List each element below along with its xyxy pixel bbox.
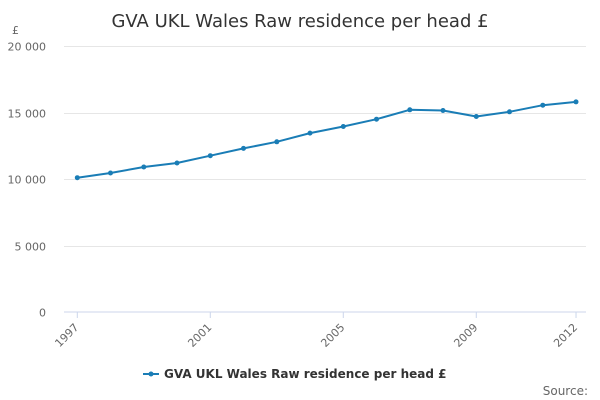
x-tick-label: 2012 [551, 321, 580, 350]
grid-lines [64, 46, 586, 247]
data-point[interactable] [340, 124, 346, 129]
data-point[interactable] [274, 139, 280, 145]
data-point[interactable] [108, 170, 113, 176]
y-tick-label: 10 000 [8, 174, 47, 187]
legend[interactable]: GVA UKL Wales Raw residence per head £ [143, 367, 446, 381]
x-tick-label: 2001 [185, 321, 214, 350]
data-point[interactable] [241, 145, 246, 151]
x-tick-label: 1997 [52, 321, 81, 350]
data-point[interactable] [573, 99, 579, 105]
data-point[interactable] [174, 160, 180, 166]
y-tick-label: 20 000 [8, 41, 47, 54]
y-tick-label: 15 000 [8, 108, 47, 121]
data-point[interactable] [473, 114, 479, 119]
data-point[interactable] [207, 153, 213, 159]
series-layer [74, 99, 579, 181]
series-line[interactable] [76, 100, 577, 179]
data-point[interactable] [307, 130, 313, 136]
x-axis-ticks: 1997 2001 2005 2009 2012 [52, 312, 580, 350]
data-point[interactable] [374, 116, 379, 122]
y-axis-ticks: 0 5 000 10 000 15 000 20 000 [8, 41, 47, 320]
x-tick-label: 2005 [318, 321, 347, 350]
data-point[interactable] [141, 164, 147, 170]
data-point[interactable] [440, 108, 446, 113]
y-axis-unit: £ [12, 24, 19, 37]
data-point[interactable] [540, 102, 546, 108]
y-tick-label: 5 000 [15, 241, 47, 254]
y-tick-label: 0 [39, 307, 46, 320]
chart-title: GVA UKL Wales Raw residence per head £ [111, 11, 488, 32]
legend-item-label: GVA UKL Wales Raw residence per head £ [164, 367, 446, 381]
source-label[interactable]: Source: [543, 384, 588, 398]
data-point[interactable] [507, 109, 512, 115]
data-point[interactable] [74, 175, 80, 181]
data-point[interactable] [407, 107, 413, 113]
x-tick-label: 2009 [451, 321, 480, 350]
legend-marker-icon [148, 371, 154, 377]
